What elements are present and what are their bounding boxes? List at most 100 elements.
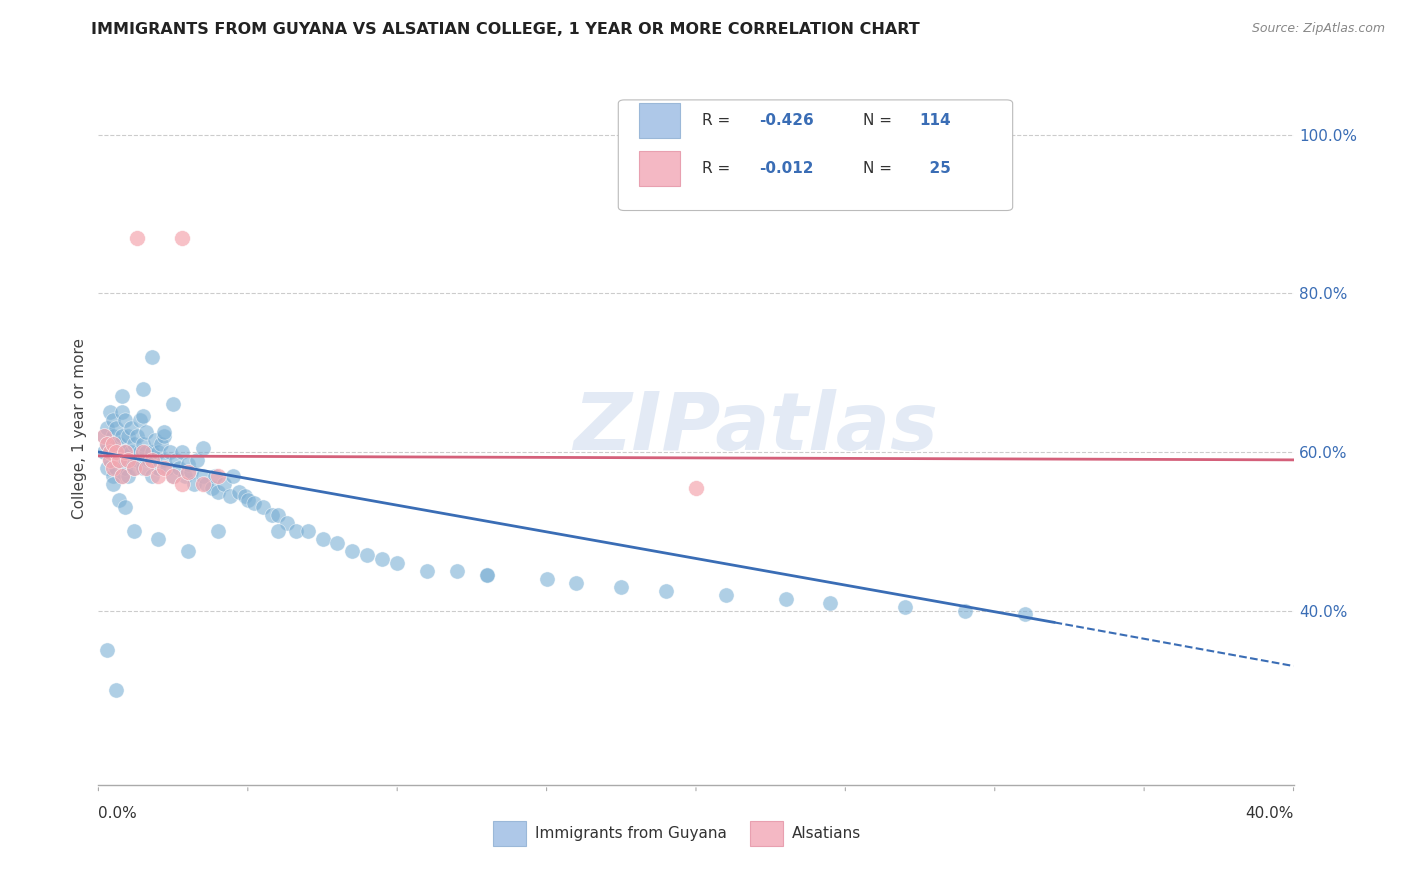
Point: [135, 445, 157, 459]
Point: [191, 468, 214, 483]
Point: [103, 437, 125, 451]
Point: [416, 564, 439, 578]
Point: [172, 476, 194, 491]
Point: [105, 460, 128, 475]
Point: [96, 437, 118, 451]
Point: [685, 481, 707, 495]
Point: [177, 465, 200, 479]
Point: [111, 468, 134, 483]
Point: [243, 496, 266, 510]
Point: [165, 453, 187, 467]
Point: [98, 405, 122, 419]
Point: [153, 453, 176, 467]
Point: [124, 437, 146, 451]
Text: -0.426: -0.426: [759, 113, 814, 128]
Text: 25: 25: [920, 161, 952, 176]
Point: [132, 409, 155, 424]
Point: [93, 429, 115, 443]
Point: [311, 532, 333, 546]
Point: [96, 437, 118, 451]
Point: [135, 460, 157, 475]
Point: [111, 389, 134, 403]
Point: [98, 453, 122, 467]
Point: [191, 441, 214, 455]
Point: [132, 460, 155, 475]
Point: [356, 548, 378, 562]
Point: [156, 460, 179, 475]
Point: [96, 460, 118, 475]
Point: [267, 508, 290, 523]
Point: [117, 453, 139, 467]
Bar: [638, 103, 681, 137]
Text: Source: ZipAtlas.com: Source: ZipAtlas.com: [1251, 22, 1385, 36]
Point: [111, 468, 134, 483]
Point: [148, 532, 170, 546]
Point: [260, 508, 283, 523]
Text: R =: R =: [702, 113, 735, 128]
Y-axis label: College, 1 year or more: College, 1 year or more: [72, 338, 87, 518]
Point: [148, 445, 170, 459]
Point: [105, 421, 128, 435]
Point: [191, 476, 214, 491]
Text: Alsatians: Alsatians: [792, 826, 860, 840]
Point: [108, 453, 131, 467]
Point: [129, 445, 152, 459]
Point: [141, 453, 163, 467]
Point: [153, 460, 176, 475]
Bar: [494, 821, 526, 846]
Text: R =: R =: [702, 161, 735, 176]
Point: [103, 429, 125, 443]
Text: N =: N =: [863, 113, 897, 128]
Point: [108, 453, 131, 467]
Text: ZIPatlas: ZIPatlas: [574, 389, 938, 467]
Point: [475, 567, 498, 582]
FancyBboxPatch shape: [619, 100, 1012, 211]
Point: [111, 429, 134, 443]
Point: [207, 468, 229, 483]
Text: -0.012: -0.012: [759, 161, 814, 176]
Point: [159, 445, 181, 459]
Point: [141, 350, 163, 364]
Point: [114, 500, 136, 515]
Point: [284, 524, 307, 539]
Text: 0.0%: 0.0%: [98, 806, 138, 822]
Point: [103, 437, 125, 451]
Point: [117, 468, 139, 483]
Point: [132, 437, 155, 451]
Point: [93, 429, 115, 443]
Point: [153, 425, 176, 439]
Point: [143, 433, 166, 447]
Point: [162, 397, 184, 411]
Point: [124, 460, 146, 475]
Text: 40.0%: 40.0%: [1246, 806, 1294, 822]
Point: [114, 413, 136, 427]
Point: [183, 476, 205, 491]
Point: [385, 556, 409, 570]
Point: [252, 500, 274, 515]
Point: [117, 453, 139, 467]
Point: [98, 445, 122, 459]
Point: [1014, 607, 1036, 622]
Point: [326, 536, 349, 550]
Text: 114: 114: [920, 113, 950, 128]
Point: [127, 453, 149, 467]
Point: [222, 468, 245, 483]
Point: [167, 460, 190, 475]
Point: [177, 457, 200, 471]
Point: [108, 492, 131, 507]
Point: [195, 476, 218, 491]
Point: [111, 405, 134, 419]
Point: [610, 580, 633, 594]
Point: [135, 425, 157, 439]
Point: [342, 544, 364, 558]
Bar: [749, 821, 783, 846]
Point: [120, 421, 142, 435]
Point: [138, 453, 160, 467]
Point: [96, 421, 118, 435]
Point: [714, 588, 737, 602]
Point: [96, 643, 118, 657]
Point: [141, 468, 163, 483]
Point: [103, 468, 125, 483]
Point: [212, 476, 235, 491]
Point: [174, 468, 197, 483]
